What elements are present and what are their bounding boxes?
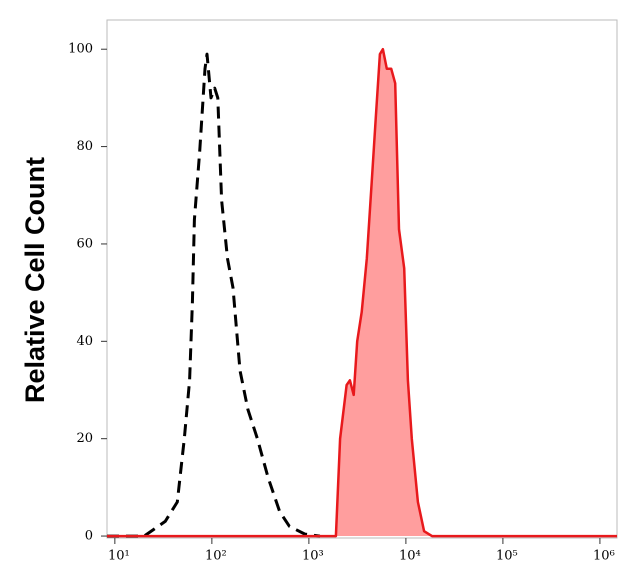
y-tick-label: 20 xyxy=(76,431,93,446)
x-tick-label: 10⁵ xyxy=(496,549,518,564)
x-tick-label: 10² xyxy=(205,549,227,564)
line xyxy=(107,47,617,538)
line xyxy=(107,52,321,538)
y-tick-label: 40 xyxy=(76,334,93,349)
x-tick-label: 10³ xyxy=(302,549,324,564)
y-tick-label: 60 xyxy=(76,236,93,251)
x-tick-label: 10⁶ xyxy=(593,549,615,564)
plot-frame xyxy=(106,19,618,539)
y-axis-label: Relative Cell Count xyxy=(20,157,50,403)
y-tick-label: 80 xyxy=(76,139,93,154)
y-tick-label: 0 xyxy=(85,529,93,544)
area xyxy=(107,49,617,537)
x-tick-label: 10⁴ xyxy=(399,549,421,564)
y-tick-label: 100 xyxy=(68,42,93,57)
x-tick-label: 10¹ xyxy=(108,549,130,564)
